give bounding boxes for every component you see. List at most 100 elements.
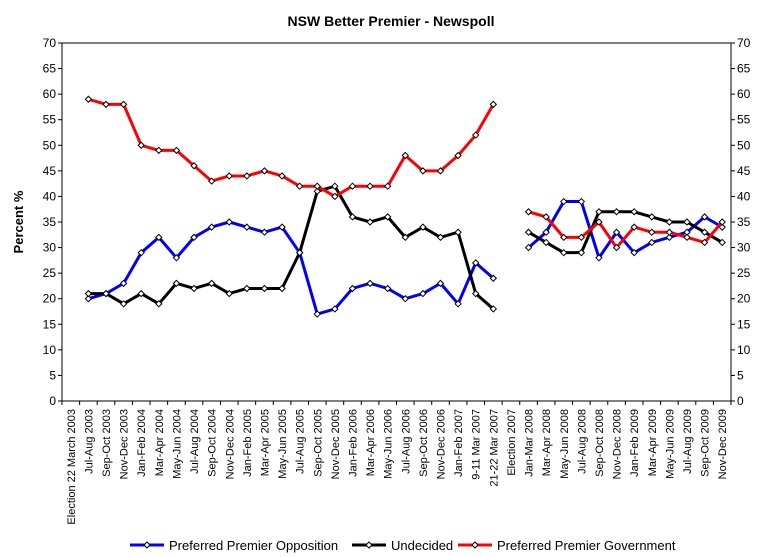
series-1 xyxy=(84,182,726,313)
chart-title: NSW Better Premier - Newspoll xyxy=(288,13,495,29)
data-point xyxy=(454,151,462,160)
y-tick-label-left: 10 xyxy=(43,343,57,357)
x-tick-label: Jul-Aug 2003 xyxy=(83,409,95,474)
data-point xyxy=(383,213,392,221)
data-point xyxy=(718,218,726,226)
data-point xyxy=(700,213,709,221)
data-point xyxy=(560,233,568,242)
data-point xyxy=(577,233,586,242)
x-tick-label: May-Jun 2009 xyxy=(664,409,676,479)
y-tick-label-left: 40 xyxy=(43,189,57,203)
x-tick-label: Nov-Dec 2008 xyxy=(612,409,624,479)
data-point xyxy=(612,228,621,236)
data-point xyxy=(119,300,128,308)
y-tick-label-left: 70 xyxy=(43,36,57,50)
y-tick-label-left: 30 xyxy=(43,241,57,255)
data-point xyxy=(243,172,251,180)
data-point xyxy=(401,233,410,242)
y-tick-label-left: 50 xyxy=(43,138,57,152)
y-tick-label-right: 0 xyxy=(737,394,744,408)
y-tick-label-right: 15 xyxy=(737,317,751,331)
x-tick-label: May-Jun 2008 xyxy=(559,409,571,479)
x-tick-label: Jan-Feb 2005 xyxy=(242,409,254,477)
y-tick-label-left: 55 xyxy=(43,113,57,127)
data-point xyxy=(648,228,656,236)
data-point xyxy=(331,305,339,313)
data-point xyxy=(560,248,568,257)
data-point xyxy=(489,305,498,313)
data-point xyxy=(383,182,392,190)
y-tick-label-right: 55 xyxy=(737,113,751,127)
y-tick-label-right: 10 xyxy=(737,343,751,357)
data-point xyxy=(472,259,480,267)
data-point xyxy=(454,228,462,236)
x-tick-label: Sep-Oct 2004 xyxy=(207,409,219,477)
data-point xyxy=(278,284,286,293)
data-point xyxy=(119,100,128,109)
data-point xyxy=(278,223,286,231)
data-point xyxy=(225,218,233,226)
x-tick-label: Nov-Dec 2005 xyxy=(330,409,342,479)
y-tick-label-left: 65 xyxy=(43,62,57,76)
legend-label: Undecided xyxy=(391,538,453,553)
data-point xyxy=(683,233,691,242)
legend-item-2: Preferred Premier Government xyxy=(458,538,676,553)
data-point xyxy=(648,238,656,247)
x-tick-label: Jul-Aug 2006 xyxy=(400,409,412,474)
data-point xyxy=(84,295,93,303)
data-point xyxy=(630,248,638,257)
data-point xyxy=(84,95,93,103)
data-point xyxy=(489,274,498,282)
data-point xyxy=(700,238,709,247)
data-point xyxy=(313,187,321,196)
data-point xyxy=(454,300,462,308)
data-point xyxy=(243,284,251,293)
data-point xyxy=(260,228,269,236)
data-point xyxy=(331,182,339,190)
data-point xyxy=(155,146,163,155)
data-point xyxy=(436,233,445,242)
y-tick-label-right: 20 xyxy=(737,292,751,306)
data-point xyxy=(401,295,410,303)
data-point xyxy=(190,284,198,293)
x-tick-label: May-Jun 2005 xyxy=(277,409,289,479)
y-tick-label-right: 25 xyxy=(737,266,751,280)
data-point xyxy=(348,182,357,190)
data-point xyxy=(577,197,586,206)
data-point xyxy=(595,208,603,216)
data-point xyxy=(313,310,321,318)
x-tick-label: Election 22 March 2003 xyxy=(66,409,78,525)
data-point xyxy=(137,248,145,257)
data-point xyxy=(278,172,286,180)
data-point xyxy=(260,167,269,175)
series-layer xyxy=(84,95,726,318)
data-point xyxy=(595,218,603,226)
x-tick-label: Election 2007 xyxy=(506,409,518,476)
data-point xyxy=(401,151,410,160)
y-tick-label-right: 45 xyxy=(737,164,751,178)
data-point xyxy=(595,254,603,262)
y-axis-title: Percent % xyxy=(11,190,26,253)
data-point xyxy=(348,213,357,221)
data-point xyxy=(348,284,357,293)
legend-label: Preferred Premier Opposition xyxy=(169,538,338,553)
data-point xyxy=(577,248,586,257)
y-tick-label-right: 35 xyxy=(737,215,751,229)
data-point xyxy=(683,218,691,226)
data-point xyxy=(700,228,709,236)
data-point xyxy=(295,182,304,190)
x-tick-label: Sep-Oct 2006 xyxy=(418,409,430,477)
legend-item-0: Preferred Premier Opposition xyxy=(130,538,338,553)
series-2 xyxy=(84,95,726,252)
x-tick-label: Sep-Oct 2003 xyxy=(101,409,113,477)
data-point xyxy=(331,192,339,201)
y-tick-label-left: 20 xyxy=(43,292,57,306)
series-line xyxy=(88,184,495,311)
y-tick-label-right: 40 xyxy=(737,189,751,203)
data-point xyxy=(419,167,427,175)
data-point xyxy=(560,197,568,206)
data-point xyxy=(665,233,674,242)
x-tick-label: Nov-Dec 2006 xyxy=(436,409,448,479)
y-tick-label-left: 15 xyxy=(43,317,57,331)
